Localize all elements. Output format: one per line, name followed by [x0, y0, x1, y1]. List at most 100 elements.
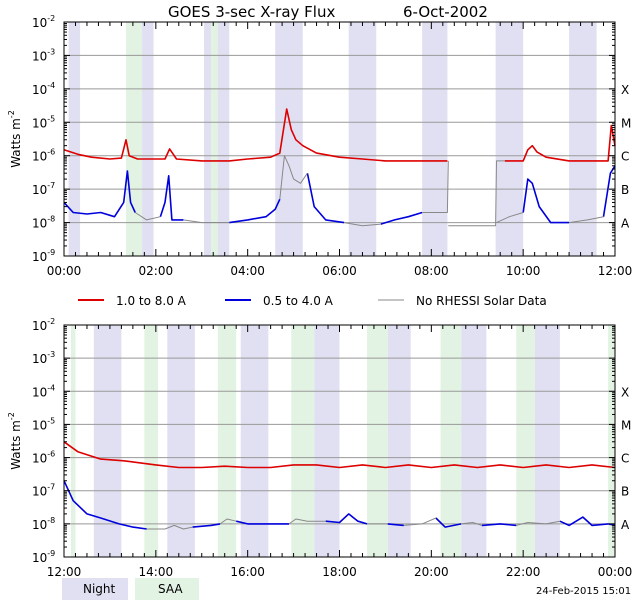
series-line-short [63, 170, 136, 218]
night-band [142, 22, 154, 256]
x-tick-label: 10:00 [506, 264, 541, 278]
class-label: A [621, 217, 630, 231]
series-line-short [522, 178, 570, 224]
night-band [275, 22, 303, 256]
y-tick-label: 10-3 [32, 47, 55, 63]
chart-title: GOES 3-sec X-ray Flux [168, 3, 335, 21]
y-tick-label: 10-7 [32, 181, 55, 197]
class-label: M [621, 116, 631, 130]
night-band [387, 325, 411, 557]
class-label: B [621, 485, 629, 499]
y-axis-title: Watts m-2 [7, 110, 23, 168]
y-tick-label: 10-2 [32, 14, 55, 30]
night-band [348, 22, 377, 256]
y-tick-label: 10-3 [32, 350, 55, 366]
saa-band [608, 325, 615, 557]
y-tick-label: 10-2 [32, 317, 55, 333]
y-tick-label: 10-4 [32, 383, 55, 399]
panel-12-24h: 10-9 10-8 10-7 10-6 10-5 10-4 10-3 10-2 X M C B A 12:… [7, 317, 632, 579]
y-tick-label: 10-6 [32, 148, 55, 164]
series-line-norhessi [134, 212, 161, 221]
class-label: C [621, 150, 629, 164]
series-line-norhessi [422, 160, 449, 213]
series-line-short [325, 513, 368, 525]
night-band [93, 325, 122, 557]
series-line-norhessi [448, 160, 505, 227]
night-band [534, 325, 560, 557]
legend: 1.0 to 8.0 A 0.5 to 4.0 A No RHESSI Sola… [78, 294, 547, 308]
series-line-norhessi [183, 219, 230, 224]
x-tick-label: 12:00 [598, 264, 633, 278]
class-label: A [621, 518, 630, 532]
x-tick-label: 22:00 [506, 565, 541, 579]
x-tick-label: 04:00 [230, 264, 265, 278]
legend-night-label: Night [83, 582, 116, 596]
night-band [569, 22, 597, 256]
series-line-norhessi [344, 222, 381, 227]
series-line-short [380, 211, 423, 225]
series-line-norhessi [461, 522, 482, 526]
series-line-short [306, 173, 345, 224]
class-label: C [621, 452, 629, 466]
chart-date: 6-Oct-2002 [403, 3, 488, 21]
night-band [422, 22, 448, 256]
night-band [240, 325, 269, 557]
series-line-norhessi [516, 520, 560, 526]
x-tick-label: 06:00 [322, 264, 357, 278]
class-label: X [621, 83, 629, 97]
class-label: X [621, 385, 629, 399]
legend-norhessi-label: No RHESSI Solar Data [416, 294, 547, 308]
series-line-norhessi [279, 155, 308, 200]
saa-band [516, 325, 535, 557]
y-tick-label: 10-8 [32, 215, 55, 231]
series-line-short [63, 480, 147, 530]
x-tick-label: 18:00 [322, 565, 357, 579]
series-line-long [63, 108, 448, 162]
legend-short-label: 0.5 to 4.0 A [263, 294, 334, 308]
series-line-short [229, 198, 281, 224]
y-tick-label: 10-8 [32, 516, 55, 532]
series-line-norhessi [569, 216, 604, 224]
series-line-short [387, 523, 404, 527]
x-tick-label: 08:00 [414, 264, 449, 278]
saa-band [217, 325, 237, 557]
series-line-long [504, 124, 616, 162]
x-tick-label: 16:00 [230, 565, 265, 579]
night-band [461, 325, 487, 557]
y-tick-label: 10-4 [32, 81, 55, 97]
y-tick-label: 10-5 [32, 114, 55, 130]
night-band [314, 325, 340, 557]
legend-night-swatch [62, 578, 128, 600]
footer-date: 24-Feb-2015 15:01 [536, 586, 631, 597]
panel-0-12h: 10-9 10-8 10-7 10-6 10-5 10-4 10-3 10-2 X M C B A 00:… [7, 14, 632, 278]
x-tick-label: 00:00 [598, 565, 633, 579]
saa-band [291, 325, 315, 557]
legend-long-label: 1.0 to 8.0 A [116, 294, 187, 308]
series-line-short [192, 523, 221, 528]
class-label: M [621, 418, 631, 432]
y-tick-label: 10-7 [32, 483, 55, 499]
saa-band [125, 22, 143, 256]
y-tick-label: 10-9 [32, 248, 55, 264]
series-line-long [63, 441, 616, 469]
series-line-short [481, 523, 517, 527]
y-tick-label: 10-5 [32, 416, 55, 432]
series-line-norhessi [146, 524, 193, 530]
series-line-norhessi [288, 518, 326, 525]
y-tick-label: 10-9 [32, 549, 55, 565]
series-line-short [159, 175, 184, 221]
saa-band [367, 325, 388, 557]
series-line-short [236, 520, 289, 525]
night-band [68, 22, 81, 256]
legend-saa-swatch [135, 578, 199, 600]
legend-saa-label: SAA [158, 582, 183, 596]
x-tick-label: 20:00 [414, 565, 449, 579]
y-tick-label: 10-6 [32, 450, 55, 466]
series-line-norhessi [403, 517, 437, 526]
saa-band [210, 22, 218, 256]
night-band [167, 325, 195, 557]
series-line-short [602, 165, 616, 217]
class-label: B [621, 183, 629, 197]
saa-band [440, 325, 462, 557]
